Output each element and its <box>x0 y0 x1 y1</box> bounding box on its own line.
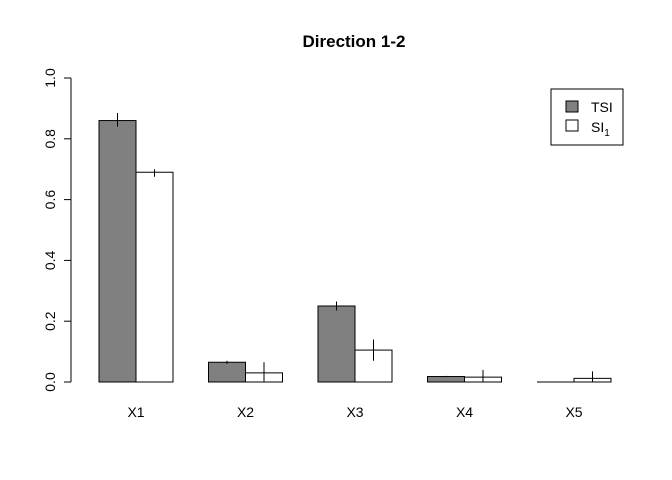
y-tick-label: 1.0 <box>42 68 58 88</box>
x-axis-labels: X1 X2 X3 X4 X5 <box>127 404 582 420</box>
legend-label-si1-main: SI <box>591 119 604 135</box>
bar-x3-series-0 <box>317 305 356 383</box>
x-tick-label: X1 <box>127 404 144 420</box>
legend-swatch-tsi <box>565 100 579 113</box>
x-tick-label: X5 <box>565 404 582 420</box>
bar-x1-series-0 <box>98 120 137 383</box>
error-bars <box>117 112 593 382</box>
x-tick-label: X4 <box>456 404 473 420</box>
y-tick-label: 0.0 <box>42 372 58 392</box>
y-tick-label: 0.8 <box>42 129 58 149</box>
chart-title: Direction 1-2 <box>303 32 406 51</box>
legend-label-si1: SI1 <box>591 119 610 139</box>
y-tick-label: 0.4 <box>42 250 58 270</box>
bar-x4-series-0 <box>427 376 465 383</box>
x-tick-label: X2 <box>237 404 254 420</box>
legend-box <box>550 88 624 146</box>
x-tick-label: X3 <box>346 404 363 420</box>
legend-label-tsi: TSI <box>591 99 613 115</box>
y-tick-label: 0.2 <box>42 311 58 331</box>
y-axis: 0.0 0.2 0.4 0.6 0.8 1.0 <box>42 68 72 392</box>
legend-swatch-si1 <box>565 119 579 132</box>
legend-label-si1-subscript: 1 <box>604 128 610 139</box>
y-tick-label: 0.6 <box>42 190 58 210</box>
legend: TSI SI1 <box>550 88 624 146</box>
bar-x2-series-0 <box>208 361 246 383</box>
bar-x1-series-1 <box>135 171 174 383</box>
bars <box>98 120 612 383</box>
